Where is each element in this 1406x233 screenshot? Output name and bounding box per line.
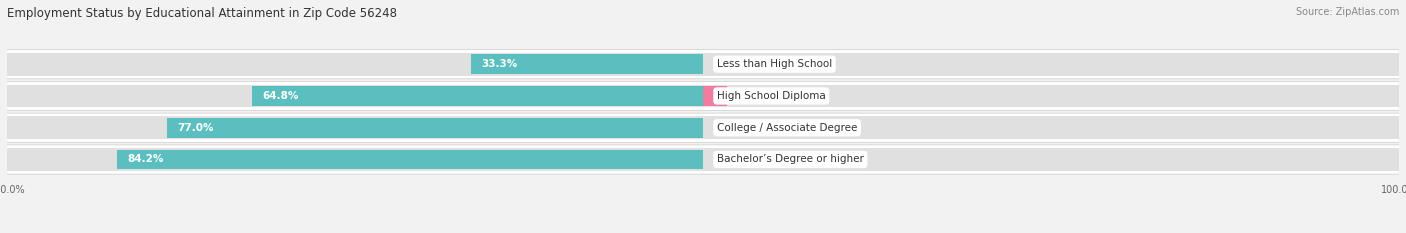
Text: 33.3%: 33.3% — [482, 59, 517, 69]
FancyBboxPatch shape — [7, 113, 1399, 142]
Text: 3.5%: 3.5% — [738, 91, 765, 101]
Bar — [252, 86, 703, 106]
Text: Less than High School: Less than High School — [717, 59, 832, 69]
Bar — [7, 53, 1399, 76]
Bar — [7, 85, 1399, 107]
Bar — [167, 118, 703, 137]
Text: Bachelor’s Degree or higher: Bachelor’s Degree or higher — [717, 154, 863, 164]
FancyBboxPatch shape — [7, 145, 1399, 174]
Bar — [471, 54, 703, 74]
Text: College / Associate Degree: College / Associate Degree — [717, 123, 858, 133]
Text: High School Diploma: High School Diploma — [717, 91, 825, 101]
Text: Employment Status by Educational Attainment in Zip Code 56248: Employment Status by Educational Attainm… — [7, 7, 396, 20]
Text: 0.0%: 0.0% — [713, 59, 740, 69]
FancyBboxPatch shape — [7, 81, 1399, 111]
Bar — [7, 116, 1399, 139]
Text: 84.2%: 84.2% — [128, 154, 165, 164]
FancyBboxPatch shape — [7, 50, 1399, 79]
Bar — [7, 148, 1399, 171]
Bar — [703, 86, 727, 106]
Text: 77.0%: 77.0% — [177, 123, 214, 133]
Bar — [117, 150, 703, 169]
Text: 0.0%: 0.0% — [713, 154, 740, 164]
Text: 0.0%: 0.0% — [713, 123, 740, 133]
Text: 64.8%: 64.8% — [263, 91, 299, 101]
Text: Source: ZipAtlas.com: Source: ZipAtlas.com — [1295, 7, 1399, 17]
